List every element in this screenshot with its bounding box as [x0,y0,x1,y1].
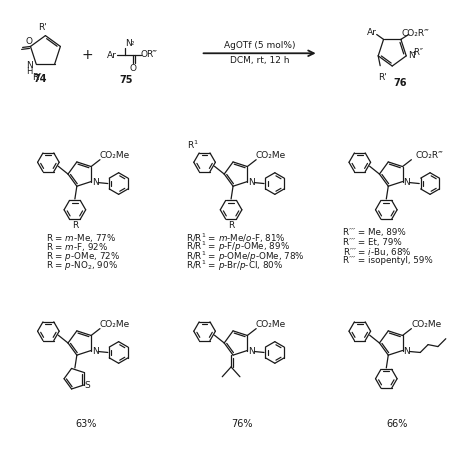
Text: Ar: Ar [107,51,117,60]
Text: CO₂Me: CO₂Me [256,320,286,329]
Text: CO₂Me: CO₂Me [411,320,441,329]
Text: CO₂Me: CO₂Me [100,320,130,329]
Text: O: O [129,63,137,73]
Text: 74: 74 [34,74,47,84]
Text: CO₂R‴: CO₂R‴ [402,29,429,38]
Text: N: N [125,39,132,48]
Text: O: O [26,36,33,46]
Text: R': R' [38,23,47,32]
Text: R/R$^1$ = $p$-F/$p$-OMe, 89%: R/R$^1$ = $p$-F/$p$-OMe, 89% [186,240,290,254]
Text: AgOTf (5 mol%): AgOTf (5 mol%) [224,41,295,50]
Text: CO₂Me: CO₂Me [100,151,130,160]
Text: +: + [82,48,93,62]
Text: N: N [403,178,410,187]
Text: 66%: 66% [386,418,408,429]
Text: S: S [85,381,91,390]
Text: R$^1$: R$^1$ [187,138,199,151]
Text: N: N [248,347,255,356]
Text: R′′′ = Et, 79%: R′′′ = Et, 79% [343,238,402,247]
Text: R: R [228,221,234,230]
Text: R′′′ = $i$-Bu, 68%: R′′′ = $i$-Bu, 68% [343,246,412,258]
Text: CO₂R‴: CO₂R‴ [415,151,443,160]
Text: R″: R″ [32,73,42,82]
Text: N: N [403,347,410,356]
Text: R/R$^1$ = $p$-Br/$p$-Cl, 80%: R/R$^1$ = $p$-Br/$p$-Cl, 80% [186,259,283,273]
Text: 76: 76 [393,78,407,88]
Text: 76%: 76% [231,418,253,429]
Text: R/R$^1$ = $m$-Me/$o$-F, 81%: R/R$^1$ = $m$-Me/$o$-F, 81% [186,231,286,245]
Text: N: N [248,178,255,187]
Text: R = $m$-F, 92%: R = $m$-F, 92% [46,241,109,253]
Text: 63%: 63% [75,418,96,429]
Text: H: H [26,68,33,76]
Text: R': R' [378,73,387,82]
Text: O: O [141,50,148,59]
Text: R = $p$-OMe, 72%: R = $p$-OMe, 72% [46,250,120,263]
Text: DCM, rt, 12 h: DCM, rt, 12 h [230,55,289,65]
Text: $_2$: $_2$ [130,39,135,48]
Text: R: R [72,221,78,230]
Text: N: N [408,51,415,61]
Text: CO₂Me: CO₂Me [256,151,286,160]
Text: R′′′ = Me, 89%: R′′′ = Me, 89% [343,228,406,238]
Text: R′′′ = isopentyl, 59%: R′′′ = isopentyl, 59% [343,256,433,266]
Text: -R″: -R″ [412,48,424,57]
Text: N: N [91,178,99,187]
Text: R/R$^1$ = $p$-OMe/$p$-OMe, 78%: R/R$^1$ = $p$-OMe/$p$-OMe, 78% [186,249,305,264]
Text: N: N [91,347,99,356]
Text: Ar: Ar [367,28,377,37]
Text: R = $p$-NO$_2$, 90%: R = $p$-NO$_2$, 90% [46,260,118,273]
Text: 75: 75 [119,75,133,85]
Text: N: N [26,62,33,70]
Text: R‴: R‴ [146,50,156,59]
Text: R = $m$-Me, 77%: R = $m$-Me, 77% [46,232,117,244]
